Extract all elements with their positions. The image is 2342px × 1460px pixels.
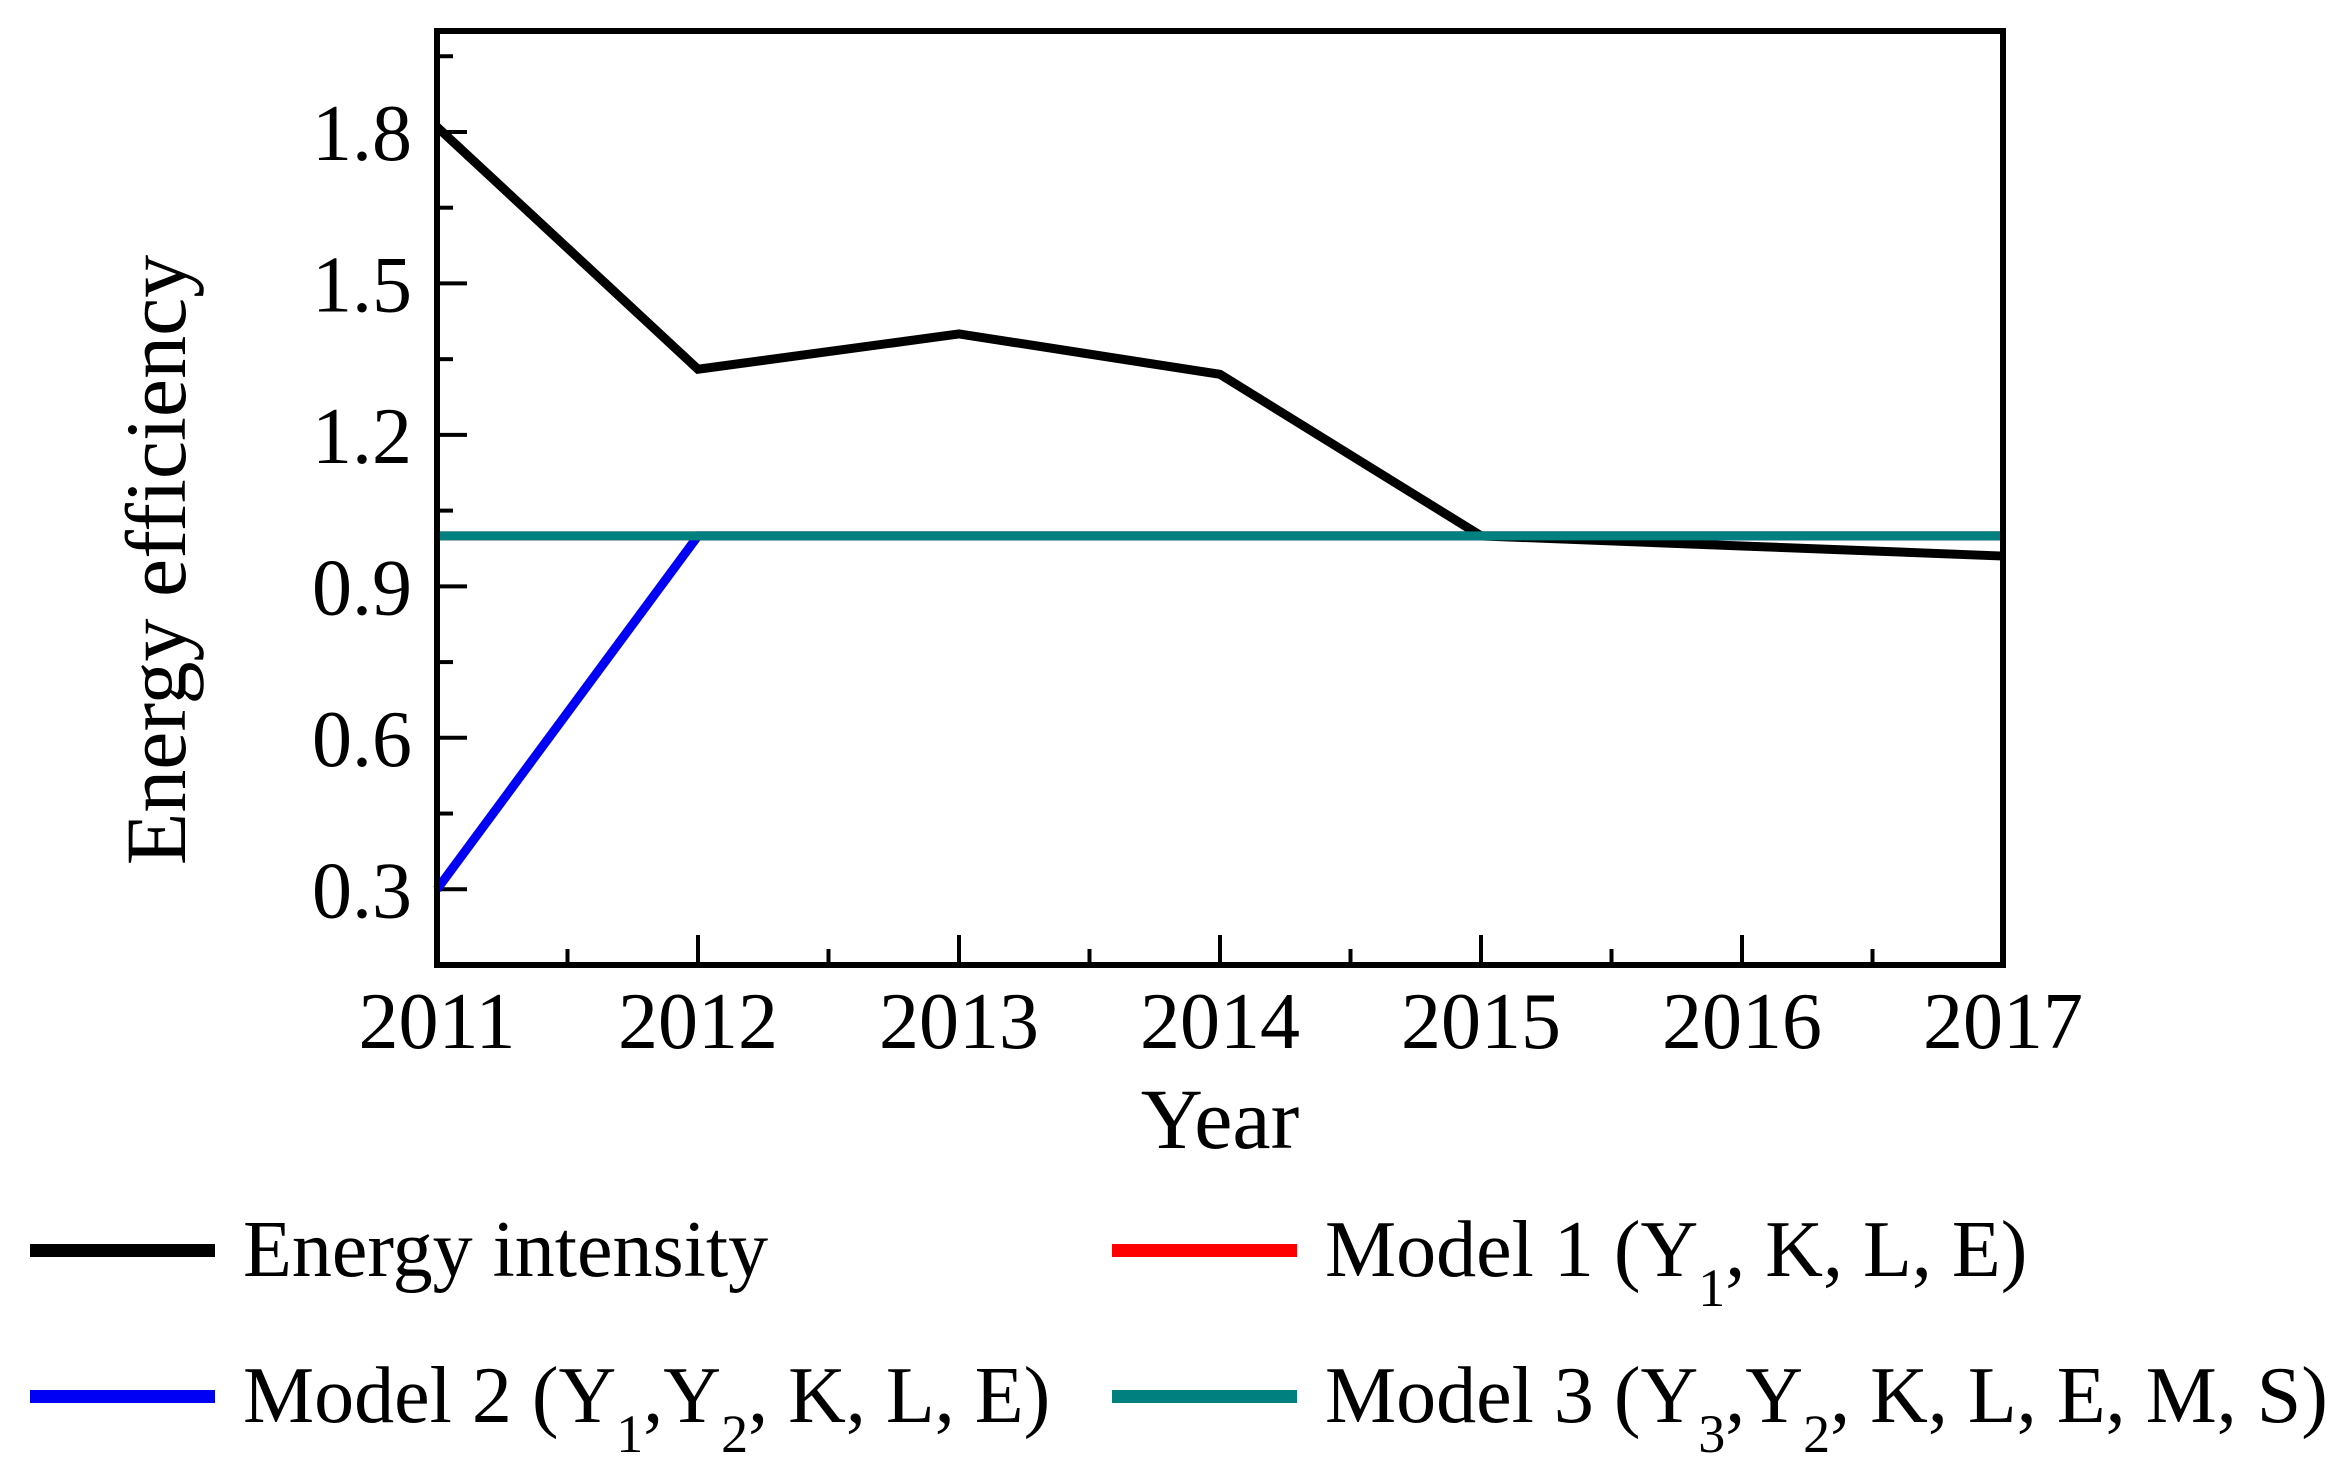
plot-layer: 2011 2012 2013 2014 2015 2016 2017 0.3 0.6 0.9 1.2… xyxy=(312,28,2083,1066)
x-tick-label: 2016 xyxy=(1662,978,1822,1066)
y-tick-label: 0.9 xyxy=(312,544,412,632)
y-tick-label: 1.2 xyxy=(312,393,412,481)
x-tick-label: 2015 xyxy=(1401,978,1561,1066)
y-tick-label: 0.6 xyxy=(312,696,412,784)
y-tick-label: 1.8 xyxy=(312,90,412,178)
series-line-model-2 xyxy=(433,531,2003,892)
x-tick-label: 2011 xyxy=(358,978,515,1066)
x-tick-label: 2014 xyxy=(1140,978,1300,1066)
y-tick-label: 0.3 xyxy=(312,847,412,935)
series-line-energy-intensity xyxy=(433,123,2004,561)
y-tick-label: 1.5 xyxy=(312,241,412,329)
y-axis-title: Energy efficiency xyxy=(108,255,204,865)
plot-border xyxy=(434,28,2006,968)
x-tick-label: 2013 xyxy=(879,978,1039,1066)
x-axis-title: Year xyxy=(1141,1071,1299,1167)
x-tick-label: 2017 xyxy=(1923,978,2083,1066)
x-tick-label: 2012 xyxy=(618,978,778,1066)
